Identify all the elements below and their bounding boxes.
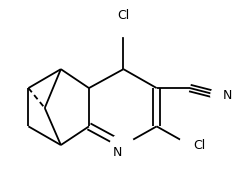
Circle shape bbox=[109, 8, 138, 36]
Circle shape bbox=[110, 134, 134, 159]
Circle shape bbox=[211, 83, 235, 108]
Text: Cl: Cl bbox=[194, 139, 206, 151]
Text: Cl: Cl bbox=[117, 9, 130, 22]
Text: N: N bbox=[223, 89, 232, 102]
Circle shape bbox=[180, 131, 208, 159]
Text: N: N bbox=[113, 146, 122, 159]
